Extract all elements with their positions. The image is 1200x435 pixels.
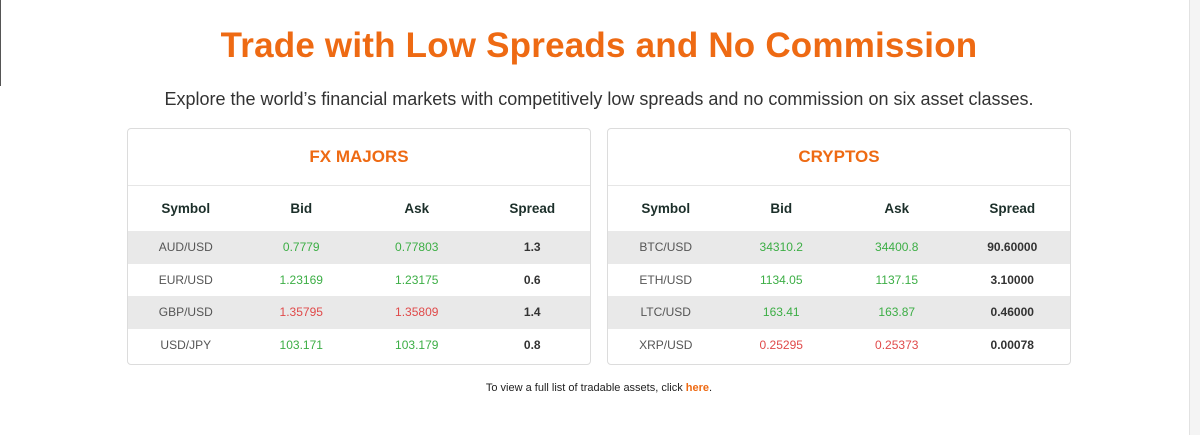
column-header-ask: Ask <box>884 201 910 216</box>
fx-majors-table: FX MAJORS Symbol Bid Ask Spread AUD/USD … <box>127 128 591 365</box>
column-header-bid: Bid <box>290 201 313 216</box>
bid-cell: 0.7779 <box>282 240 320 255</box>
tradable-assets-link[interactable]: here <box>685 382 710 394</box>
cryptos-table: CRYPTOS Symbol Bid Ask Spread BTC/USD 34… <box>607 128 1071 365</box>
table-row: USD/JPY 103.171 103.179 0.8 <box>128 329 590 362</box>
scrollbar-track[interactable] <box>1189 0 1200 435</box>
table-row: AUD/USD 0.7779 0.77803 1.3 <box>128 231 590 264</box>
cryptos-title: CRYPTOS <box>608 129 1070 186</box>
symbol-cell: XRP/USD <box>639 337 693 352</box>
symbol-cell: USD/JPY <box>160 337 212 352</box>
column-header-ask: Ask <box>404 201 430 216</box>
spread-cell: 3.10000 <box>990 272 1034 287</box>
bid-cell: 163.41 <box>762 305 800 320</box>
spread-cell: 0.6 <box>523 272 541 287</box>
window-edge <box>0 0 1 86</box>
fx-majors-title: FX MAJORS <box>128 129 590 186</box>
spread-cell: 1.4 <box>523 305 541 320</box>
spread-cell: 0.8 <box>523 337 541 352</box>
column-header-symbol: Symbol <box>641 201 691 216</box>
bid-cell: 1.23169 <box>279 272 323 287</box>
symbol-cell: BTC/USD <box>639 240 693 255</box>
ask-cell: 0.77803 <box>395 240 439 255</box>
bid-cell: 1.35795 <box>279 305 323 320</box>
tradable-assets-note: To view a full list of tradable assets, … <box>0 382 1198 394</box>
column-header-spread: Spread <box>989 201 1036 216</box>
symbol-cell: AUD/USD <box>158 240 213 255</box>
table-row: GBP/USD 1.35795 1.35809 1.4 <box>128 296 590 329</box>
ask-cell: 1.23175 <box>395 272 439 287</box>
bid-cell: 103.171 <box>279 337 323 352</box>
table-row: ETH/USD 1134.05 1137.15 3.10000 <box>608 264 1070 297</box>
ask-cell: 0.25373 <box>875 337 919 352</box>
table-row: LTC/USD 163.41 163.87 0.46000 <box>608 296 1070 329</box>
column-header-symbol: Symbol <box>161 201 211 216</box>
ask-cell: 103.179 <box>395 337 439 352</box>
table-header-row: Symbol Bid Ask Spread <box>128 186 590 231</box>
symbol-cell: ETH/USD <box>639 272 693 287</box>
spread-cell: 90.60000 <box>987 240 1038 255</box>
spread-cell: 1.3 <box>523 240 541 255</box>
symbol-cell: GBP/USD <box>158 305 213 320</box>
symbol-cell: EUR/USD <box>158 272 213 287</box>
ask-cell: 1.35809 <box>395 305 439 320</box>
ask-cell: 1137.15 <box>875 272 919 287</box>
table-header-row: Symbol Bid Ask Spread <box>608 186 1070 231</box>
column-header-bid: Bid <box>770 201 793 216</box>
spread-cell: 0.00078 <box>990 337 1034 352</box>
footer-text: To view a full list of tradable assets, … <box>485 382 686 394</box>
bid-cell: 0.25295 <box>759 337 803 352</box>
table-row: EUR/USD 1.23169 1.23175 0.6 <box>128 264 590 297</box>
table-row: BTC/USD 34310.2 34400.8 90.60000 <box>608 231 1070 264</box>
symbol-cell: LTC/USD <box>640 305 691 320</box>
page-title: Trade with Low Spreads and No Commission <box>220 26 978 65</box>
column-header-spread: Spread <box>509 201 556 216</box>
table-row: XRP/USD 0.25295 0.25373 0.00078 <box>608 329 1070 362</box>
spread-cell: 0.46000 <box>990 305 1034 320</box>
bid-cell: 34310.2 <box>759 240 803 255</box>
page-subtitle: Explore the world’s financial markets wi… <box>164 89 1034 109</box>
footer-suffix: . <box>709 382 713 394</box>
ask-cell: 163.87 <box>878 305 916 320</box>
ask-cell: 34400.8 <box>875 240 919 255</box>
bid-cell: 1134.05 <box>760 272 803 287</box>
